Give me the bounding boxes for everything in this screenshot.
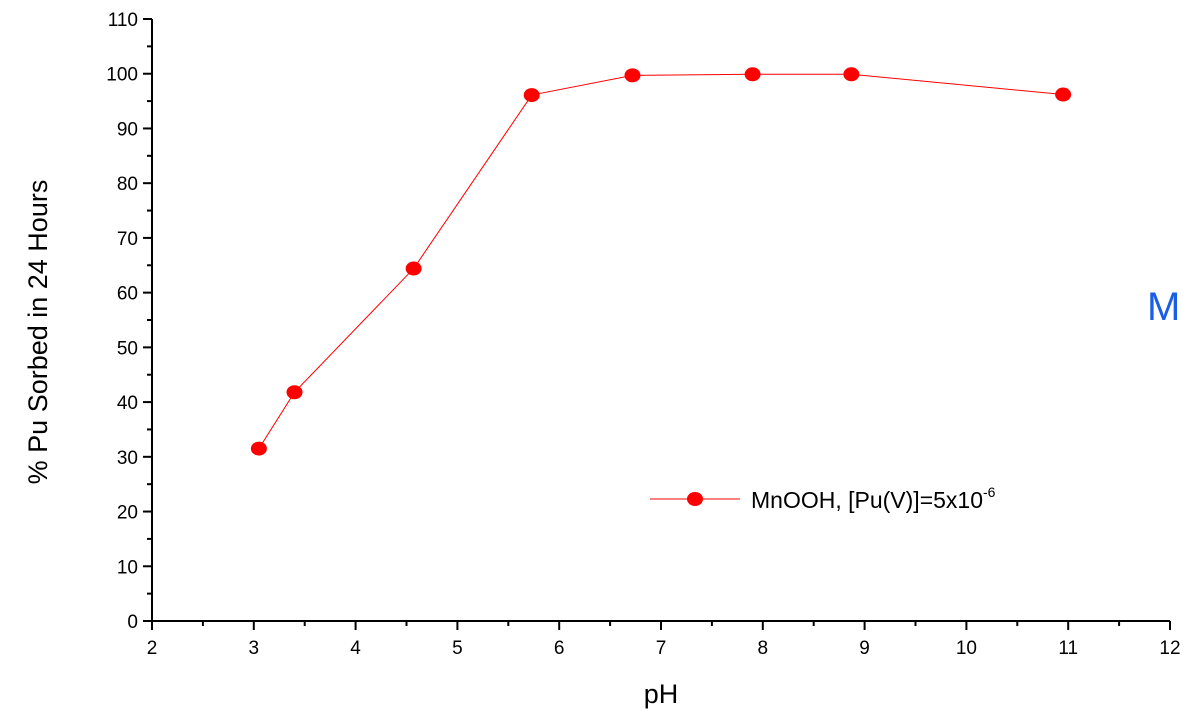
y-tick-label: 0 <box>127 612 138 633</box>
y-tick-label: 70 <box>117 229 138 250</box>
legend-label-main: MnOOH, [Pu(V)]=5x10 <box>751 487 983 513</box>
y-tick-label: 40 <box>117 393 138 414</box>
data-point <box>1055 87 1072 102</box>
x-tick-label: 11 <box>1058 638 1078 659</box>
x-tick-label: 7 <box>656 638 667 659</box>
y-tick-label: 100 <box>106 65 138 86</box>
legend-label-superscript: -6 <box>983 484 996 500</box>
data-point <box>523 88 540 103</box>
y-axis-title: % Pu Sorbed in 24 Hours <box>23 180 53 485</box>
x-tick-label: 5 <box>452 638 463 659</box>
x-tick-label: 9 <box>859 638 870 659</box>
data-point <box>405 261 422 276</box>
y-tick-label: 20 <box>117 503 138 524</box>
x-tick-label: 10 <box>956 638 977 659</box>
data-point <box>286 385 303 400</box>
x-tick-label: 8 <box>758 638 769 659</box>
data-point <box>250 441 267 456</box>
data-point <box>624 68 641 83</box>
y-tick-label: 50 <box>117 338 138 359</box>
y-tick-label: 90 <box>117 119 138 140</box>
y-tick-label: 30 <box>117 448 138 469</box>
x-tick-label: 2 <box>147 638 158 659</box>
x-axis-title: pH <box>644 679 679 709</box>
x-tick-label: 4 <box>350 638 361 659</box>
y-tick-label: 10 <box>117 557 138 578</box>
data-point <box>744 67 761 82</box>
legend-label: MnOOH, [Pu(V)]=5x10-6 <box>751 484 996 513</box>
x-tick-label: 3 <box>249 638 260 659</box>
y-axis-ticks: 0 10 20 30 40 50 60 70 80 90 100 110 <box>106 10 152 633</box>
y-tick-label: 80 <box>117 174 138 195</box>
axes <box>151 19 1170 622</box>
legend-marker-swatch <box>687 492 703 506</box>
y-tick-label: 60 <box>117 284 138 305</box>
x-axis-ticks: 2 3 4 5 6 7 8 9 10 11 12 <box>147 621 1181 659</box>
legend: MnOOH, [Pu(V)]=5x10-6 <box>650 484 996 513</box>
y-tick-label: 110 <box>108 10 138 31</box>
side-annotation-letter: M <box>1147 285 1180 329</box>
series-layer <box>250 67 1072 456</box>
series-line <box>258 73 1064 449</box>
x-tick-label: 6 <box>554 638 565 659</box>
x-tick-label: 12 <box>1159 638 1180 659</box>
data-point <box>843 67 860 82</box>
